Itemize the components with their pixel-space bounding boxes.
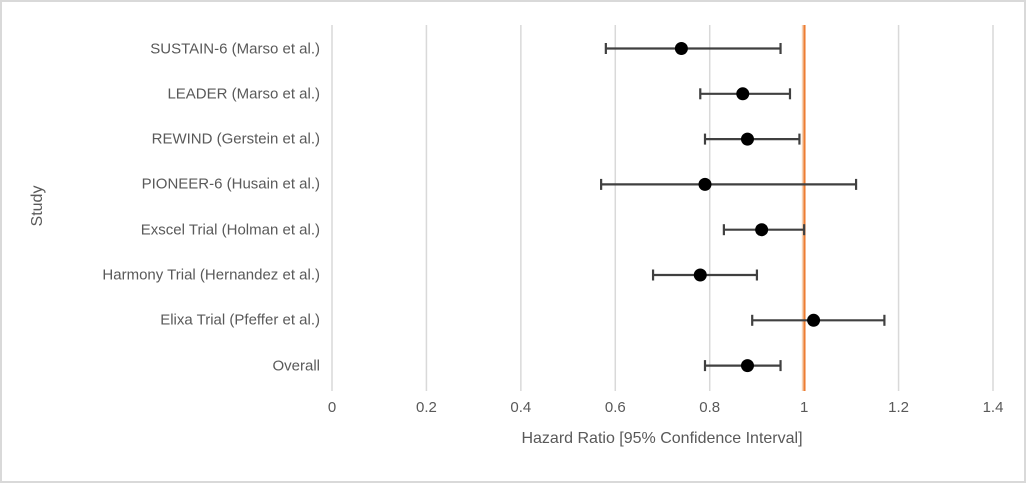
y-axis-title: Study xyxy=(29,185,46,227)
x-tick-label: 1 xyxy=(799,399,809,416)
x-tick-label: 1.2 xyxy=(888,399,909,416)
x-tick-label: 0.4 xyxy=(510,399,532,416)
x-tick-label: 0.8 xyxy=(699,399,721,416)
data-point-marker xyxy=(698,177,712,191)
data-point-marker xyxy=(807,313,821,327)
study-label: Exscel Trial (Holman et al.) xyxy=(140,221,320,239)
x-tick-label: 1.4 xyxy=(982,399,1004,416)
data-point-marker xyxy=(674,42,688,55)
study-label: Overall xyxy=(272,357,320,375)
study-label: PIONEER-6 (Husain et al.) xyxy=(141,175,320,193)
data-point-marker xyxy=(736,87,750,101)
x-tick-label: 0.6 xyxy=(604,399,626,416)
data-point-marker xyxy=(740,132,754,146)
study-label: Harmony Trial (Hernandez et al.) xyxy=(102,266,320,284)
data-point-marker xyxy=(693,268,707,282)
x-tick-label: 0.2 xyxy=(415,399,437,416)
study-label: REWIND (Gerstein et al.) xyxy=(151,130,320,148)
data-point-marker xyxy=(755,223,769,237)
data-point-marker xyxy=(740,359,754,373)
x-axis-title: Hazard Ratio [95% Confidence Interval] xyxy=(521,430,803,447)
study-label: Elixa Trial (Pfeffer et al.) xyxy=(160,311,320,329)
x-tick-label: 0 xyxy=(327,399,337,416)
study-label: SUSTAIN-6 (Marso et al.) xyxy=(150,40,320,57)
study-label: LEADER (Marso et al.) xyxy=(167,85,320,103)
